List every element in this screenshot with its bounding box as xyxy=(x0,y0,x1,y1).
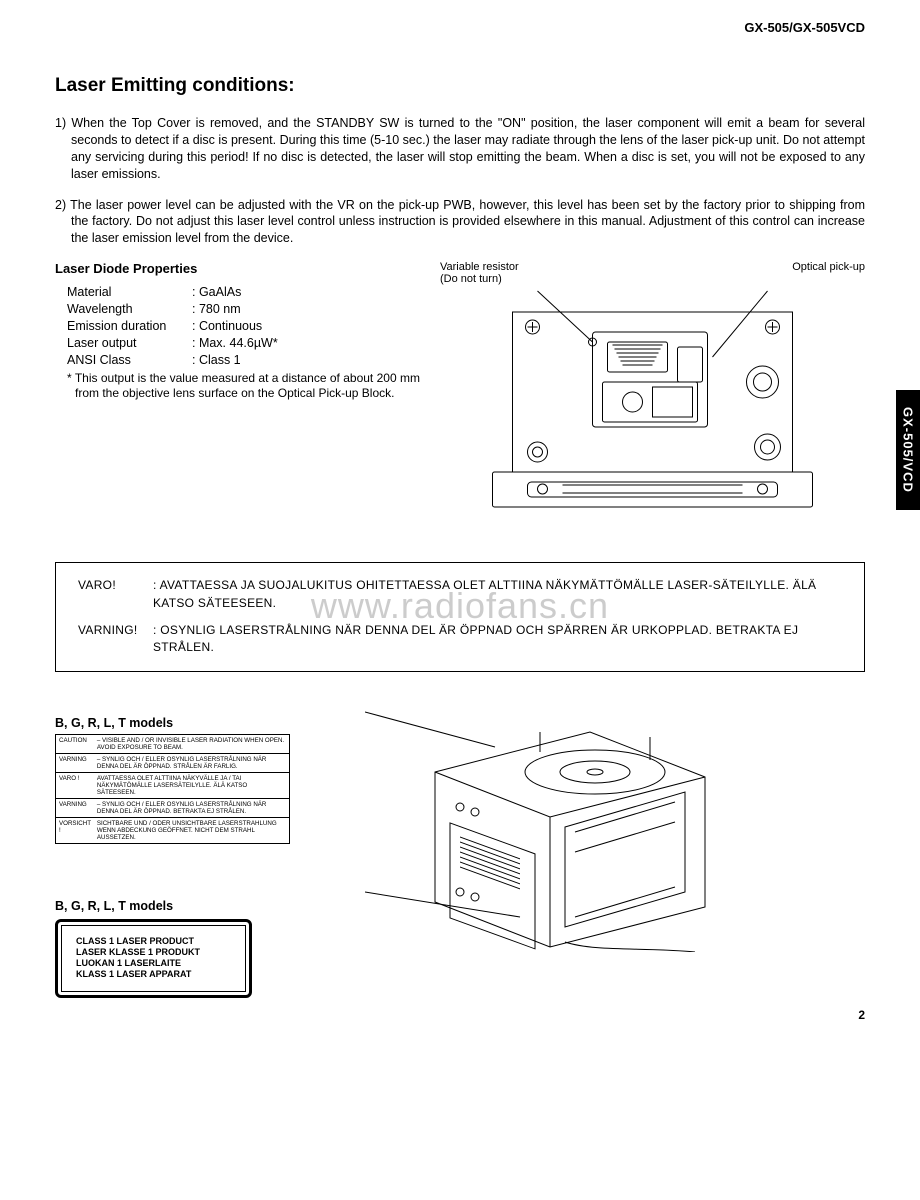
page-title: Laser Emitting conditions: xyxy=(55,75,865,97)
class1-label: CLASS 1 LASER PRODUCT LASER KLASSE 1 PRO… xyxy=(55,919,252,998)
ct-text: – SYNLIG OCH / ELLER OSYNLIG LASERSTRÅLN… xyxy=(94,753,290,772)
ct-tag: VARNING xyxy=(56,753,94,772)
models-heading-2: B, G, R, L, T models xyxy=(55,899,355,913)
prop-value: : Max. 44.6µW* xyxy=(192,335,278,352)
class1-line: LUOKAN 1 LASERLAITE xyxy=(76,958,231,969)
prop-label: Laser output xyxy=(67,335,192,352)
diagram-label-vr: Variable resistor (Do not turn) xyxy=(440,261,519,285)
ct-tag: VORSICHT ! xyxy=(56,817,94,843)
paragraph-2: 2) The laser power level can be adjusted… xyxy=(55,197,865,248)
ct-tag: VARNING xyxy=(56,798,94,817)
ct-tag: VARO ! xyxy=(56,772,94,798)
ct-text: AVATTAESSA OLET ALTTIINA NÄKYVÄLLE JA / … xyxy=(94,772,290,798)
diagram-label-pickup: Optical pick-up xyxy=(792,261,865,285)
prop-label: Emission duration xyxy=(67,318,192,335)
warn-text: : OSYNLIG LASERSTRÅLNING NÄR DENNA DEL Ä… xyxy=(153,622,842,657)
class1-line: KLASS 1 LASER APPARAT xyxy=(76,969,231,980)
caution-label-table: CAUTION– VISIBLE AND / OR INVISIBLE LASE… xyxy=(55,734,290,844)
prop-label: Material xyxy=(67,284,192,301)
optical-pickup-diagram xyxy=(440,287,865,517)
prop-value: : Class 1 xyxy=(192,352,241,369)
warn-tag: VARNING! xyxy=(78,622,153,657)
ct-text: SICHTBARE UND / ODER UNSICHTBARE LASERST… xyxy=(94,817,290,843)
ct-tag: CAUTION xyxy=(56,734,94,753)
warn-tag: VARO! xyxy=(78,577,153,612)
class1-line: LASER KLASSE 1 PRODUKT xyxy=(76,947,231,958)
diode-heading: Laser Diode Properties xyxy=(55,261,420,276)
diode-properties-table: Material: GaAlAs Wavelength: 780 nm Emis… xyxy=(55,284,420,368)
ct-text: – VISIBLE AND / OR INVISIBLE LASER RADIA… xyxy=(94,734,290,753)
page-number: 2 xyxy=(55,1008,865,1022)
prop-label: Wavelength xyxy=(67,301,192,318)
warn-text: : AVATTAESSA JA SUOJALUKITUS OHITETTAESS… xyxy=(153,577,842,612)
prop-label: ANSI Class xyxy=(67,352,192,369)
warning-box: VARO! : AVATTAESSA JA SUOJALUKITUS OHITE… xyxy=(55,562,865,672)
models-heading-1: B, G, R, L, T models xyxy=(55,716,355,730)
paragraph-1: 1) When the Top Cover is removed, and th… xyxy=(55,115,865,183)
prop-value: : 780 nm xyxy=(192,301,241,318)
prop-value: : Continuous xyxy=(192,318,262,335)
header-model: GX-505/GX-505VCD xyxy=(55,20,865,35)
diode-footnote: * This output is the value measured at a… xyxy=(55,371,420,402)
prop-value: : GaAlAs xyxy=(192,284,241,301)
ct-text: – SYNLIG OCH / ELLER OSYNLIG LASERSTRÅLN… xyxy=(94,798,290,817)
product-isometric-diagram xyxy=(365,692,745,952)
class1-line: CLASS 1 LASER PRODUCT xyxy=(76,936,231,947)
